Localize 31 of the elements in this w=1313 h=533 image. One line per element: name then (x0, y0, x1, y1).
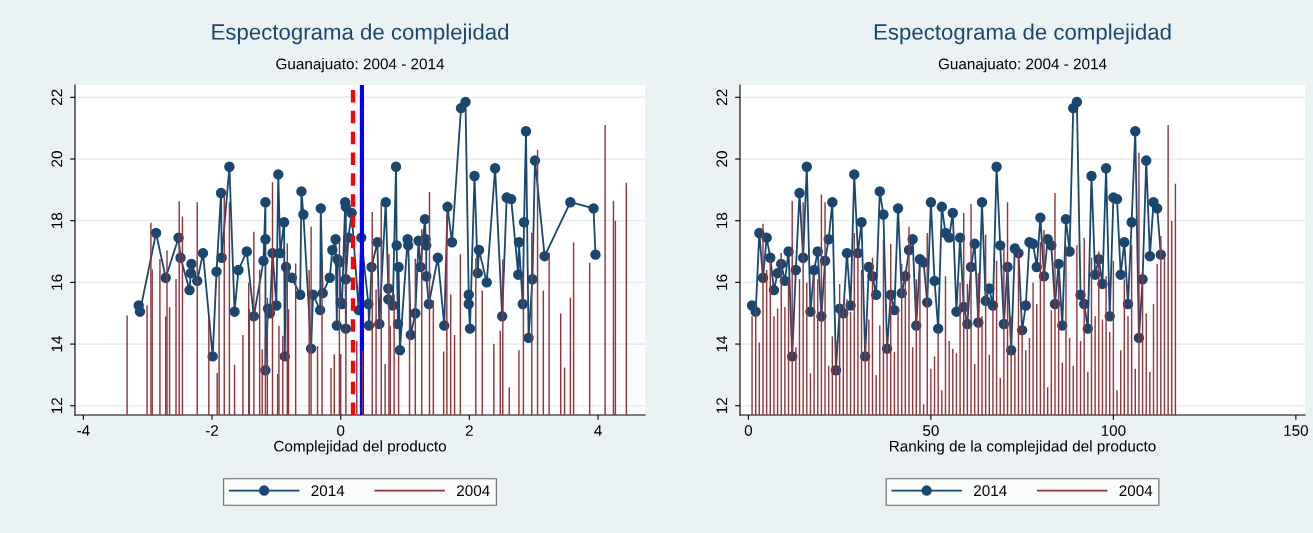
x-axis-title: Complejidad del producto (274, 440, 446, 455)
x-tick-label: 50 (923, 425, 939, 436)
y-tick-label: 20 (51, 151, 63, 167)
y-tick-label: 14 (51, 336, 63, 352)
y-tick-label: 22 (716, 89, 728, 106)
legend-label: 2004 (1119, 485, 1153, 497)
x-tick-label: 2 (465, 425, 473, 436)
x-axis-title: Ranking de la complejidad del producto (890, 440, 1156, 455)
x-tick-label: -4 (77, 425, 90, 436)
chart-subtitle: Guanajuato: 2004 - 2014 (938, 58, 1107, 73)
x-tick-label: 0 (744, 425, 753, 436)
y-tick-label: 16 (51, 274, 63, 290)
legend-label: 2004 (457, 485, 490, 497)
y-tick-label: 12 (716, 398, 728, 414)
x-tick-label: 150 (1284, 425, 1309, 436)
chart-title: Espectograma de complejidad (212, 23, 509, 45)
x-tick-label: 0 (337, 425, 345, 436)
y-tick-label: 18 (51, 212, 63, 229)
y-tick-label: 18 (716, 212, 728, 229)
y-tick-label: 16 (716, 274, 728, 290)
y-tick-label: 20 (716, 151, 728, 167)
x-tick-label: 4 (594, 425, 602, 436)
x-tick-label: 100 (1101, 425, 1126, 436)
y-tick-label: 14 (716, 336, 728, 352)
chart-subtitle: Guanajuato: 2004 - 2014 (276, 58, 445, 73)
legend-label: 2014 (974, 485, 1007, 497)
x-tick-label: -2 (205, 425, 219, 436)
y-tick-label: 12 (51, 398, 63, 414)
chart-title: Espectograma de complejidad (874, 23, 1171, 45)
y-tick-label: 22 (51, 89, 63, 106)
legend-label: 2014 (311, 485, 345, 497)
